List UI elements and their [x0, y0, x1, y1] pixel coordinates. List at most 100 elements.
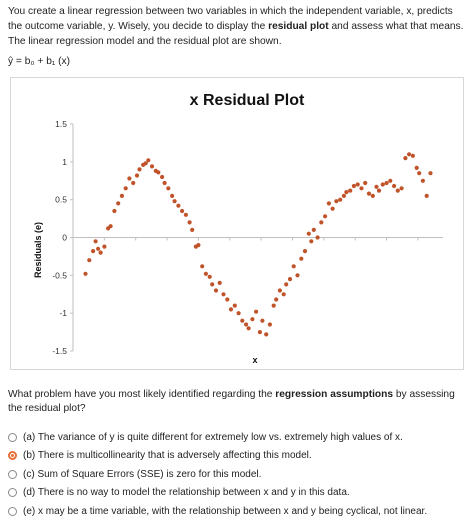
chart-title: x Residual Plot	[190, 92, 305, 109]
intro-part-2: and assess what that means. The linear r…	[8, 21, 464, 47]
y-tick-label: -1.5	[52, 346, 67, 356]
option-b-label: (b) There is multicollinearity that is a…	[23, 450, 312, 462]
data-point	[83, 271, 88, 276]
option-a[interactable]: (a) The variance of y is quite different…	[8, 428, 468, 447]
data-point	[323, 214, 328, 219]
radio-option-c[interactable]	[8, 469, 17, 479]
data-point	[315, 235, 320, 240]
data-point	[127, 176, 132, 181]
data-point	[203, 271, 208, 276]
question-part-2: by assessing the residual plot?	[8, 389, 455, 414]
data-point	[137, 167, 142, 172]
data-point	[348, 188, 353, 193]
data-point	[306, 231, 311, 236]
y-tick-label: 0	[62, 233, 67, 243]
data-point	[240, 318, 245, 323]
y-tick-label: -1	[59, 308, 67, 318]
radio-option-a[interactable]	[8, 432, 17, 442]
data-point	[207, 274, 212, 279]
data-point	[287, 277, 293, 282]
data-point	[116, 201, 121, 206]
radio-option-e[interactable]	[8, 506, 17, 516]
option-d[interactable]: (d) There is no way to model the relatio…	[8, 484, 468, 503]
y-axis-label: Residuals (e)	[33, 222, 43, 278]
data-point	[146, 158, 151, 163]
data-point	[102, 244, 107, 249]
regression-equation: ŷ = b₀ + b₁ (x)	[8, 56, 71, 67]
data-point	[414, 165, 419, 170]
data-point	[172, 199, 177, 204]
data-point	[183, 212, 188, 217]
data-point	[299, 256, 304, 261]
data-point	[190, 227, 195, 232]
data-point	[134, 173, 140, 178]
data-point	[351, 183, 356, 189]
data-point	[156, 170, 161, 175]
data-point	[244, 322, 249, 327]
data-point	[264, 332, 269, 337]
data-point	[176, 203, 181, 208]
data-point	[170, 193, 175, 198]
option-e[interactable]: (e) x may be a time variable, with the r…	[8, 502, 468, 521]
data-point	[166, 186, 171, 191]
x-axis-label: x	[252, 355, 257, 365]
data-point	[407, 152, 412, 157]
data-point	[403, 156, 408, 161]
data-point	[330, 206, 335, 211]
y-tick-label: 0.5	[55, 195, 67, 205]
question-bold-term: regression assumptions	[275, 389, 394, 400]
data-point	[246, 326, 251, 331]
data-point	[96, 246, 101, 251]
option-c-label: (c) Sum of Square Errors (SSE) is zero f…	[23, 468, 262, 480]
data-point	[221, 292, 226, 297]
data-point	[217, 280, 222, 285]
data-point	[424, 193, 429, 198]
data-point	[366, 191, 372, 196]
data-point	[254, 309, 259, 314]
data-point	[112, 208, 117, 214]
data-point	[363, 180, 368, 186]
data-point	[388, 178, 393, 183]
data-point	[334, 199, 339, 204]
chart-axes: 1.5 1 0.5 0 -0.5 -1 -1.5	[52, 119, 443, 356]
data-point	[395, 188, 400, 193]
data-point	[87, 258, 92, 263]
radio-option-d[interactable]	[8, 488, 17, 498]
y-tick-label: 1.5	[55, 119, 67, 129]
intro-text: You create a linear regression between t…	[8, 4, 466, 49]
y-tick-label: 1	[62, 157, 67, 167]
data-point	[428, 171, 433, 176]
data-point	[338, 197, 343, 202]
chart-svg: x Residual Plot Residuals (e) x 1.5 1 0.5 0…	[33, 92, 443, 365]
data-point	[319, 220, 324, 225]
data-point	[384, 180, 389, 186]
data-point	[311, 227, 316, 232]
answer-options: (a) The variance of y is quite different…	[8, 428, 468, 521]
data-point	[143, 161, 148, 166]
data-point	[213, 288, 219, 293]
data-point	[260, 318, 265, 323]
data-point	[281, 292, 286, 297]
data-point	[149, 164, 155, 169]
radio-option-b[interactable]	[8, 451, 17, 461]
data-point	[91, 249, 96, 254]
data-point	[374, 184, 379, 189]
data-point	[380, 182, 385, 187]
data-point	[392, 183, 397, 189]
option-b[interactable]: (b) There is multicollinearity that is a…	[8, 447, 468, 466]
question-text: What problem have you most likely identi…	[8, 388, 466, 416]
data-point	[399, 186, 404, 191]
data-point	[359, 186, 364, 191]
data-point	[232, 303, 237, 308]
data-point	[291, 264, 296, 269]
data-point	[180, 208, 185, 214]
data-point	[160, 174, 165, 180]
option-c[interactable]: (c) Sum of Square Errors (SSE) is zero f…	[8, 465, 468, 484]
data-point	[326, 201, 331, 206]
data-point	[410, 153, 415, 158]
data-point	[302, 249, 308, 254]
data-point	[274, 297, 279, 302]
data-point	[119, 193, 124, 198]
data-point	[271, 303, 276, 308]
